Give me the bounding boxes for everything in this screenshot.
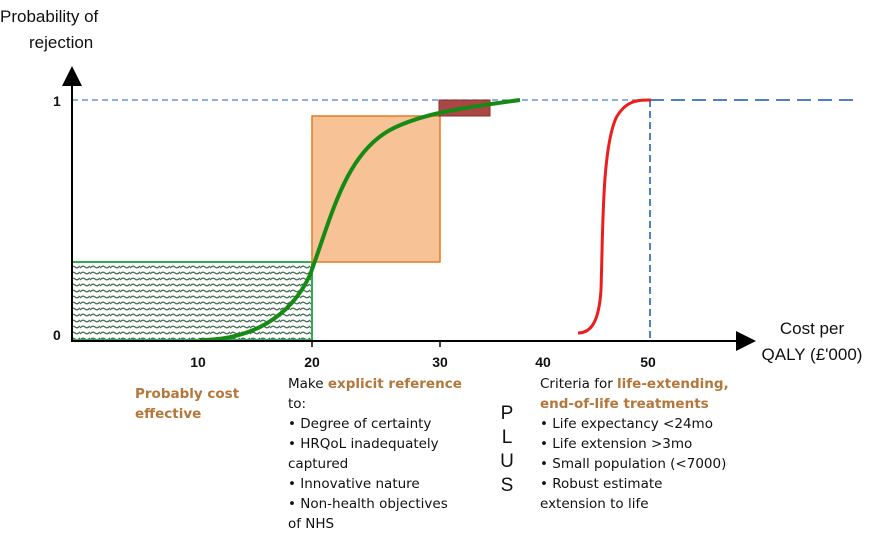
- middle-bullet-1: • Degree of certainty: [288, 416, 432, 432]
- x-tick-label-10: 10: [190, 354, 206, 370]
- x-tick-label-50: 50: [640, 354, 656, 370]
- green-hatched-region: [71, 261, 313, 341]
- y-tick-label-0: 0: [53, 327, 61, 343]
- plus-label: P L U S: [497, 402, 517, 498]
- right-bullet-1: • Life expectancy <24mo: [540, 416, 713, 432]
- middle-bullet-2-cont: captured: [288, 456, 349, 472]
- right-bullet-4: • Robust estimate: [540, 476, 663, 492]
- right-highlight-2: end-of-life treatments: [540, 396, 709, 412]
- x-tick-label-40: 40: [535, 354, 551, 370]
- middle-bullet-4: • Non-health objectives: [288, 496, 448, 512]
- orange-box: [311, 115, 441, 263]
- x-axis-title-line2: QALY (£'000): [762, 345, 863, 364]
- right-bullet-3: • Small population (<7000): [540, 456, 727, 472]
- plus-letter-l: L: [501, 427, 513, 448]
- plus-letter-u: U: [500, 451, 514, 472]
- right-intro: Criteria for: [540, 376, 618, 392]
- middle-bullet-2: • HRQoL inadequately: [288, 436, 439, 452]
- middle-bullet-4-cont: of NHS: [288, 516, 335, 532]
- x-axis-title-line1: Cost per: [780, 319, 845, 338]
- right-highlight-1: life-extending,: [617, 376, 729, 392]
- right-bullet-2: • Life extension >3mo: [540, 436, 693, 452]
- y-tick-label-1: 1: [53, 93, 61, 109]
- right-annotation: Criteria for life-extending, end-of-life…: [540, 374, 729, 514]
- left-annotation: Probably cost effective: [135, 384, 239, 424]
- middle-highlight: explicit reference: [327, 376, 462, 392]
- middle-bullet-3: • Innovative nature: [288, 476, 420, 492]
- middle-annotation-line2: to:: [288, 396, 307, 412]
- y-axis-title-line2: rejection: [29, 33, 93, 52]
- middle-annotation-heading: Make explicit reference: [288, 374, 462, 394]
- middle-intro: Make: [288, 376, 328, 392]
- right-bullet-4-cont: extension to life: [540, 496, 649, 512]
- middle-annotation: Make explicit reference to: • Degree of …: [288, 374, 462, 534]
- red-curve: [577, 98, 652, 335]
- y-axis-title-line1: Probability of: [0, 7, 99, 26]
- plus-letter-p: P: [500, 403, 514, 424]
- plus-letter-s: S: [500, 475, 514, 496]
- left-annotation-line1: Probably cost: [135, 386, 240, 402]
- green-curve: [199, 98, 521, 342]
- x-tick-label-20: 20: [304, 354, 320, 370]
- right-annotation-heading: Criteria for life-extending,: [540, 374, 729, 394]
- left-annotation-line2: effective: [135, 406, 202, 422]
- x-tick-label-30: 30: [432, 354, 448, 370]
